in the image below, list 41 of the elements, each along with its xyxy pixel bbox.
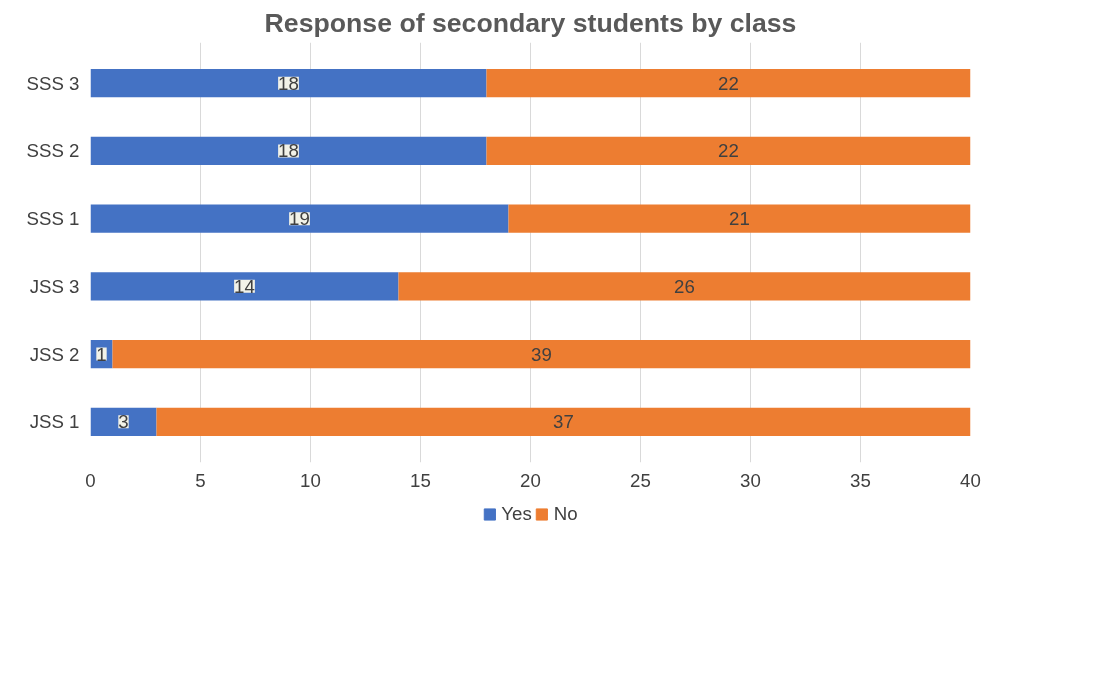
data-label: 19	[289, 208, 310, 230]
x-tick-label: 25	[630, 469, 651, 491]
bar	[90, 272, 399, 301]
bar	[90, 68, 487, 98]
bar	[486, 136, 971, 166]
data-label: 21	[729, 208, 750, 230]
y-tick-label: SSS 1	[26, 208, 80, 230]
y-tick-label: SSS 2	[26, 140, 80, 162]
bar	[112, 339, 971, 369]
y-tick-label: JSS 2	[29, 343, 80, 365]
data-label: 3	[118, 411, 129, 433]
bar	[508, 204, 971, 233]
bar	[90, 204, 509, 233]
x-tick-label: 5	[195, 469, 206, 491]
data-label: 18	[278, 140, 299, 162]
y-tick-label: JSS 3	[29, 275, 80, 297]
x-tick-label: 10	[300, 469, 321, 491]
x-tick-label: 15	[410, 469, 431, 491]
bar	[398, 272, 971, 301]
data-label: 1	[96, 343, 107, 365]
x-tick-label: 0	[85, 469, 96, 491]
data-label: 22	[718, 72, 739, 94]
x-tick-label: 40	[960, 469, 981, 491]
data-label: 26	[674, 275, 695, 297]
bar	[90, 136, 487, 166]
x-tick-label: 35	[850, 469, 871, 491]
legend-label: No	[553, 503, 578, 525]
x-tick-label: 30	[740, 469, 761, 491]
data-label: 14	[234, 275, 255, 297]
chart-title: Response of secondary students by class	[264, 7, 797, 38]
data-label: 22	[718, 140, 739, 162]
y-tick-label: JSS 1	[29, 411, 80, 433]
data-label: 18	[278, 72, 299, 94]
y-tick-label: SSS 3	[26, 72, 80, 94]
bar	[156, 407, 971, 437]
legend-label: Yes	[501, 503, 532, 525]
data-label: 37	[553, 411, 574, 433]
x-tick-label: 20	[520, 469, 541, 491]
bar	[90, 407, 157, 437]
data-label: 39	[531, 343, 552, 365]
bar	[486, 68, 971, 98]
